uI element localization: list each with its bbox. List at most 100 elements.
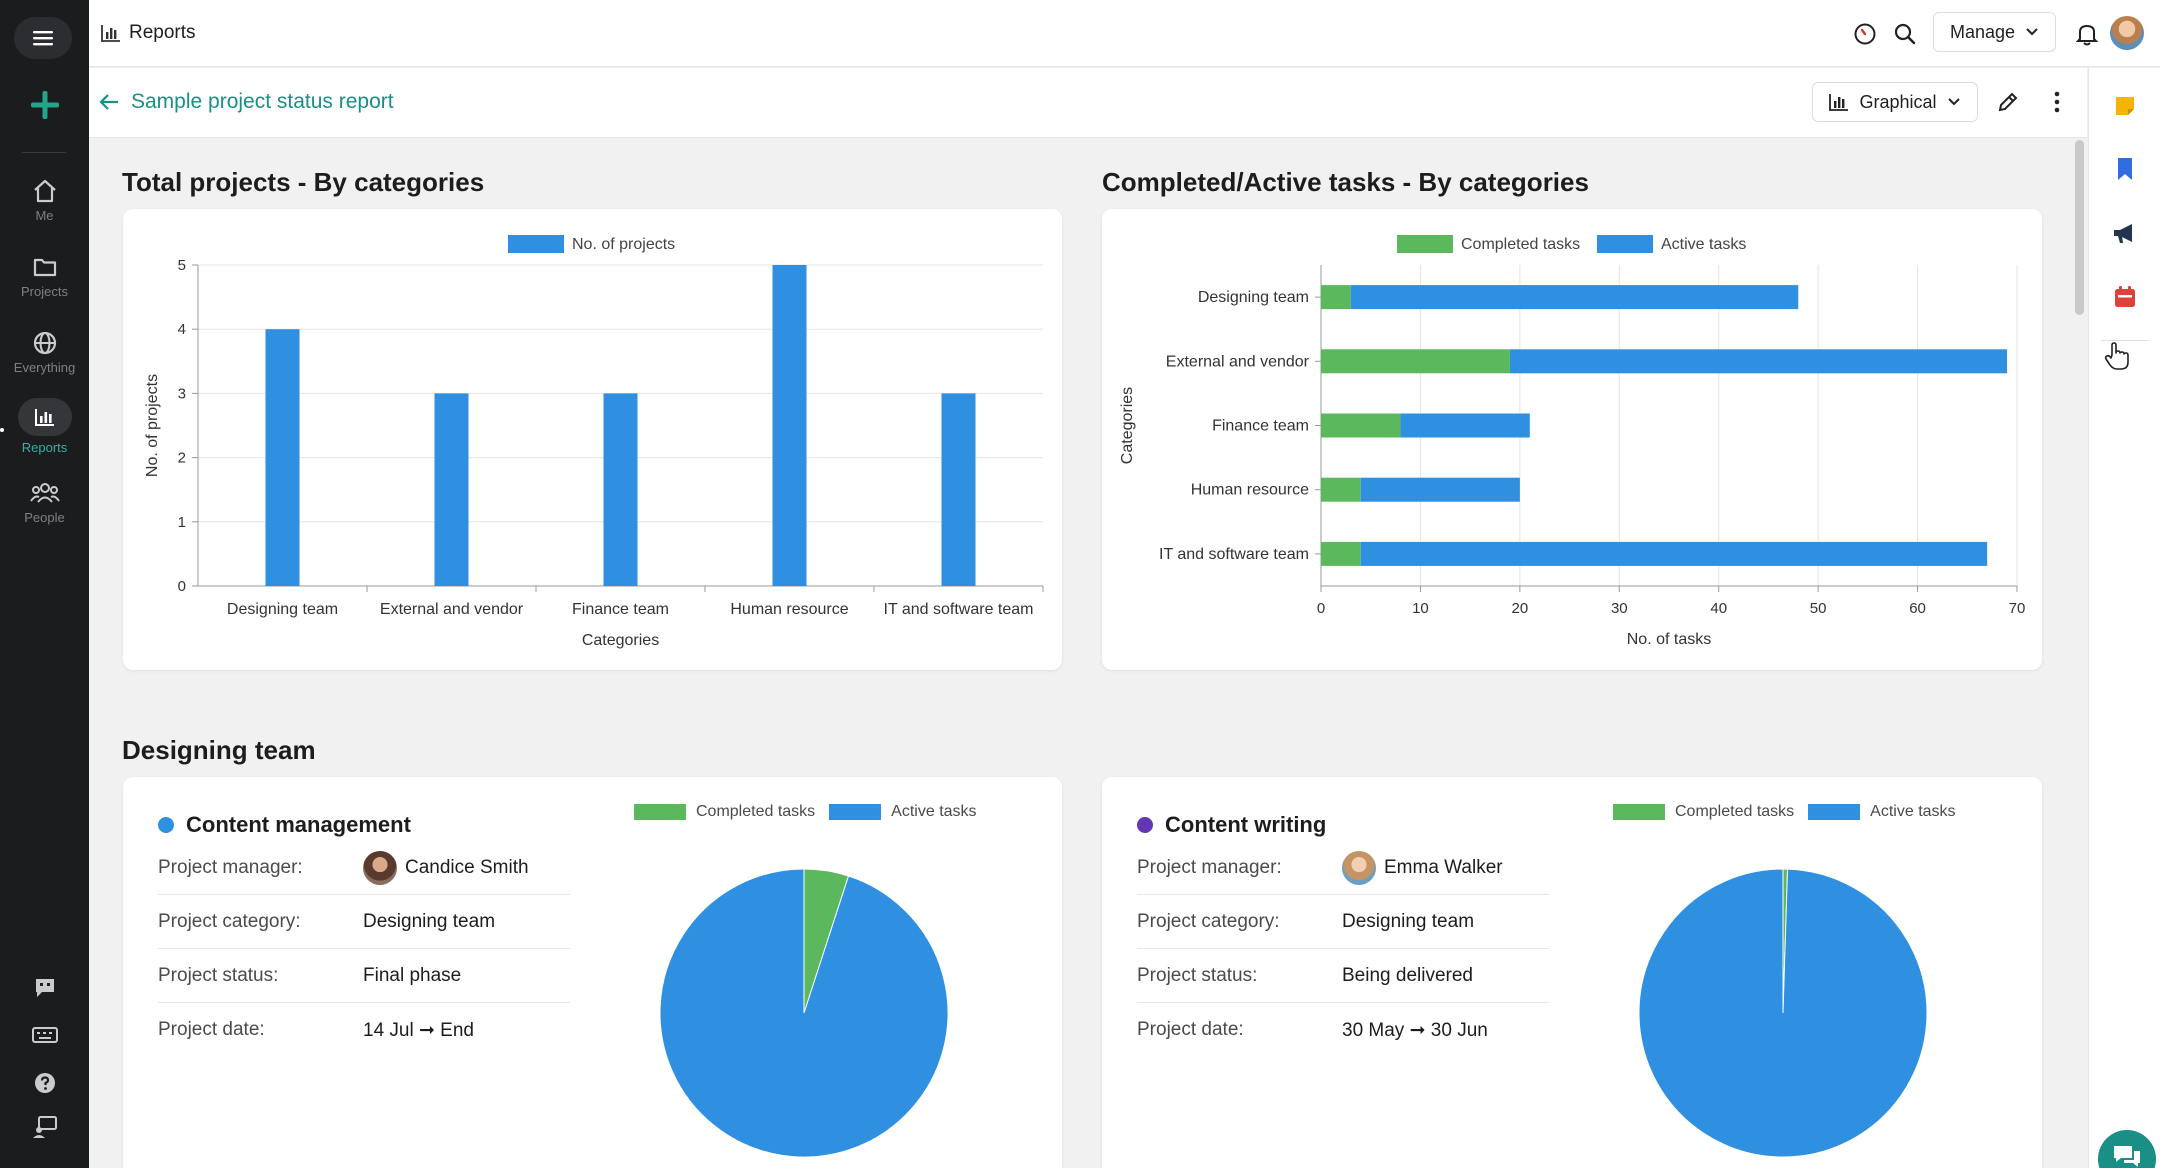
top-bar: Reports Manage — [89, 0, 2160, 67]
menu-button[interactable] — [14, 17, 72, 59]
active-indicator — [0, 428, 4, 432]
legend-label: Active tasks — [1661, 236, 1746, 253]
bar — [772, 265, 807, 586]
project-manager-row: Project manager: Emma Walker — [1137, 841, 1549, 895]
timer-button[interactable] — [1851, 20, 1879, 48]
x-tick-label: IT and software team — [884, 601, 1034, 618]
legend-swatch — [1397, 235, 1453, 253]
detail-value: Emma Walker — [1342, 850, 1503, 885]
manage-label: Manage — [1949, 21, 2016, 42]
user-avatar[interactable] — [2110, 16, 2144, 50]
manager-name: Emma Walker — [1384, 856, 1503, 878]
x-tick-label: External and vendor — [380, 601, 524, 618]
bar-chart-icon — [101, 25, 120, 42]
x-axis-label: Categories — [582, 632, 659, 649]
bar — [265, 329, 300, 586]
announcements-button[interactable] — [2111, 219, 2139, 247]
reports-pill — [17, 398, 72, 436]
user-monitor-icon — [32, 1116, 57, 1138]
more-options-button[interactable] — [2043, 88, 2071, 116]
manager-name: Candice Smith — [405, 856, 529, 878]
view-mode-dropdown[interactable]: Graphical — [1812, 82, 1978, 122]
user-settings-button[interactable] — [0, 1115, 89, 1143]
detail-value: Designing team — [363, 910, 496, 932]
project-category-row: Project category: Designing team — [158, 895, 570, 949]
bar-active — [1360, 477, 1520, 502]
project-heading: Content writing — [1137, 812, 1326, 838]
back-link[interactable]: Sample project status report — [99, 90, 394, 114]
bar-active — [1509, 349, 2008, 374]
y-tick-label: External and vendor — [1166, 353, 1310, 370]
right-panel — [2088, 68, 2160, 1168]
plus-icon — [31, 91, 59, 119]
hand-cursor-icon — [2104, 342, 2129, 370]
nav-item-everything[interactable]: Everything — [0, 330, 89, 375]
notifications-button[interactable] — [2073, 20, 2101, 48]
help-button[interactable] — [0, 1071, 89, 1099]
legend-swatch-completed — [634, 804, 686, 820]
legend-swatch-completed — [1613, 804, 1665, 820]
legend-swatch-active — [829, 804, 882, 820]
x-tick-label: 40 — [1710, 600, 1727, 617]
nav-item-me[interactable]: Me — [0, 178, 89, 223]
y-axis-label: No. of projects — [144, 374, 161, 477]
bookmarks-button[interactable] — [2111, 155, 2139, 183]
detail-value: 14 Jul ➞ End — [363, 1019, 474, 1041]
pencil-icon — [1998, 92, 2018, 112]
project-card-content-management[interactable]: Content management Project manager: Cand… — [123, 777, 1062, 1168]
search-button[interactable] — [1891, 20, 1919, 48]
feedback-button[interactable] — [0, 976, 89, 1004]
folder-icon — [33, 258, 56, 277]
create-button[interactable] — [25, 85, 65, 125]
nav-label-everything: Everything — [13, 360, 76, 375]
detail-value: Being delivered — [1342, 964, 1473, 986]
bar — [941, 393, 976, 586]
project-status-row: Project status: Being delivered — [1137, 949, 1549, 1003]
notes-button[interactable] — [2111, 92, 2139, 120]
project-color-dot — [158, 817, 174, 833]
manage-dropdown[interactable]: Manage — [1933, 12, 2056, 52]
detail-key: Project status: — [1137, 964, 1258, 986]
feedback-icon — [35, 979, 54, 997]
y-tick-label: 4 — [178, 321, 186, 338]
x-tick-label: 10 — [1412, 600, 1429, 617]
nav-item-people[interactable]: People — [0, 480, 89, 525]
y-tick-label: Designing team — [1198, 289, 1309, 306]
x-tick-label: 30 — [1611, 600, 1628, 617]
keyboard-shortcuts-button[interactable] — [0, 1025, 89, 1049]
y-axis-label: Categories — [1119, 387, 1136, 464]
scrollbar-thumb[interactable] — [2075, 140, 2084, 315]
keyboard-icon — [31, 1027, 58, 1043]
project-card-content-writing[interactable]: Content writing Project manager: Emma Wa… — [1102, 777, 2042, 1168]
group-title: Designing team — [122, 735, 316, 765]
project-category-row: Project category: Designing team — [1137, 895, 1549, 949]
bar-active — [1360, 541, 1988, 566]
nav-label-people: People — [24, 510, 65, 525]
people-icon — [29, 483, 60, 503]
legend-label: Completed tasks — [1675, 803, 1795, 820]
total-projects-title: Total projects - By categories — [122, 167, 485, 197]
x-tick-label: 20 — [1512, 600, 1529, 617]
y-tick-label: 1 — [178, 514, 186, 531]
detail-key: Project category: — [1137, 910, 1280, 932]
nav-label-reports: Reports — [21, 440, 68, 455]
project-date-row: Project date: 14 Jul ➞ End — [158, 1003, 570, 1057]
nav-item-projects[interactable]: Projects — [0, 254, 89, 299]
panel-divider — [2101, 340, 2149, 341]
detail-value: Designing team — [1342, 910, 1475, 932]
calendar-button[interactable] — [2111, 283, 2139, 311]
bar-completed — [1321, 477, 1361, 502]
bar-completed — [1321, 413, 1401, 438]
project-tasks-pie — [659, 868, 949, 1158]
x-tick-label: Designing team — [227, 601, 338, 618]
edit-button[interactable] — [1994, 88, 2022, 116]
view-mode-label: Graphical — [1859, 91, 1937, 112]
project-manager-row: Project manager: Candice Smith — [158, 841, 570, 895]
nav-item-reports[interactable]: Reports — [0, 398, 89, 455]
arrow-left-icon — [99, 94, 118, 110]
nav-divider — [22, 152, 66, 153]
scrollbar-track[interactable] — [2072, 140, 2086, 1168]
chat-icon — [2114, 1146, 2140, 1167]
x-tick-label: 0 — [1317, 600, 1325, 617]
bar — [603, 393, 638, 586]
